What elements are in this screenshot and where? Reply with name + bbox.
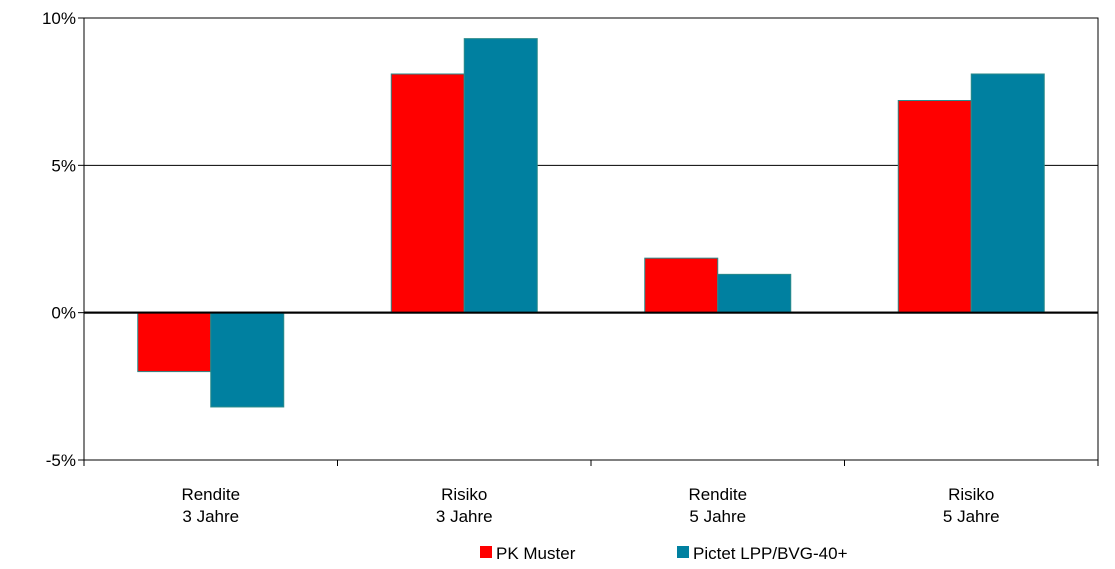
legend: PK Muster Pictet LPP/BVG-40+ [480, 544, 848, 563]
x-category-label: 5 Jahre [689, 507, 746, 526]
bar-pictet-3 [970, 73, 1045, 314]
bar-pictet-2 [717, 273, 792, 314]
x-category-label: 5 Jahre [943, 507, 1000, 526]
bar-pk-muster-0 [137, 312, 212, 373]
bar-pk-muster-3 [897, 100, 972, 314]
bars [137, 38, 1045, 408]
y-tick-label: 0% [51, 304, 76, 323]
x-axis-category-labels: Rendite 3 Jahre Risiko 3 Jahre Rendite 5 Jahr… [83, 460, 1099, 526]
x-category-label: 3 Jahre [436, 507, 493, 526]
legend-swatch [480, 546, 492, 558]
y-tick-label: -5% [46, 451, 76, 470]
x-category-label: Risiko [948, 485, 994, 504]
bar-pk-muster-1 [390, 73, 465, 314]
bar-pk-muster-2 [644, 257, 719, 314]
x-category-label: Risiko [441, 485, 487, 504]
legend-swatch [677, 546, 689, 558]
y-tick-label: 5% [51, 156, 76, 175]
y-axis-tick-labels: 10% 5% 0% -5% [42, 9, 84, 470]
bar-pictet-1 [463, 38, 538, 314]
y-tick-label: 10% [42, 9, 76, 28]
x-category-label: 3 Jahre [182, 507, 239, 526]
legend-label: PK Muster [496, 544, 576, 563]
x-category-label: Rendite [181, 485, 240, 504]
bar-pictet-0 [210, 312, 285, 408]
legend-label: Pictet LPP/BVG-40+ [693, 544, 848, 563]
x-category-label: Rendite [688, 485, 747, 504]
